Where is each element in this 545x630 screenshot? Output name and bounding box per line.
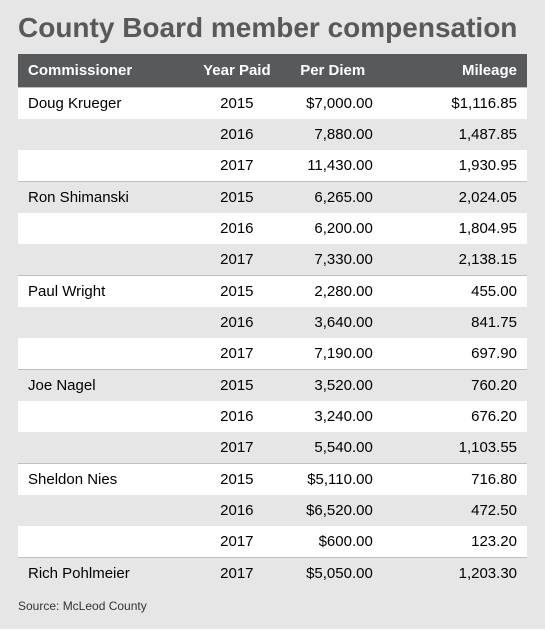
table-row: 201711,430.001,930.95	[18, 150, 527, 182]
cell-perdiem: $600.00	[283, 526, 405, 558]
cell-year: 2015	[191, 276, 283, 308]
cell-commissioner	[18, 119, 191, 150]
cell-mileage: 2,138.15	[405, 244, 527, 276]
cell-commissioner	[18, 401, 191, 432]
cell-commissioner: Sheldon Nies	[18, 464, 191, 496]
table-row: Sheldon Nies2015$5,110.00716.80	[18, 464, 527, 496]
col-header-mileage: Mileage	[405, 54, 527, 88]
cell-mileage: 716.80	[405, 464, 527, 496]
table-row: 20177,330.002,138.15	[18, 244, 527, 276]
cell-mileage: 1,930.95	[405, 150, 527, 182]
cell-mileage: 1,804.95	[405, 213, 527, 244]
cell-commissioner	[18, 150, 191, 182]
cell-mileage: 676.20	[405, 401, 527, 432]
cell-perdiem: 7,330.00	[283, 244, 405, 276]
table-row: 20163,240.00676.20	[18, 401, 527, 432]
cell-year: 2017	[191, 150, 283, 182]
table-row: Rich Pohlmeier2017$5,050.001,203.30	[18, 558, 527, 590]
cell-year: 2016	[191, 119, 283, 150]
cell-mileage: 697.90	[405, 338, 527, 370]
cell-commissioner	[18, 495, 191, 526]
cell-commissioner: Rich Pohlmeier	[18, 558, 191, 590]
cell-perdiem: 3,640.00	[283, 307, 405, 338]
table-wrap: Commissioner Year Paid Per Diem Mileage …	[0, 54, 545, 589]
table-row: 20163,640.00841.75	[18, 307, 527, 338]
table-row: 2016$6,520.00472.50	[18, 495, 527, 526]
cell-perdiem: 6,200.00	[283, 213, 405, 244]
cell-commissioner	[18, 338, 191, 370]
cell-year: 2017	[191, 338, 283, 370]
cell-mileage: 1,203.30	[405, 558, 527, 590]
cell-perdiem: $5,110.00	[283, 464, 405, 496]
col-header-commissioner: Commissioner	[18, 54, 191, 88]
cell-year: 2017	[191, 526, 283, 558]
cell-perdiem: 2,280.00	[283, 276, 405, 308]
compensation-table-container: County Board member compensation Commiss…	[0, 0, 545, 629]
cell-commissioner: Doug Krueger	[18, 88, 191, 120]
cell-mileage: $1,116.85	[405, 88, 527, 120]
cell-commissioner	[18, 307, 191, 338]
cell-perdiem: $7,000.00	[283, 88, 405, 120]
table-row: 20177,190.00697.90	[18, 338, 527, 370]
table-row: Doug Krueger2015$7,000.00$1,116.85	[18, 88, 527, 120]
cell-mileage: 760.20	[405, 370, 527, 402]
cell-perdiem: 5,540.00	[283, 432, 405, 464]
cell-commissioner: Paul Wright	[18, 276, 191, 308]
table-row: Ron Shimanski20156,265.002,024.05	[18, 182, 527, 214]
cell-perdiem: 6,265.00	[283, 182, 405, 214]
cell-year: 2016	[191, 213, 283, 244]
cell-commissioner: Joe Nagel	[18, 370, 191, 402]
cell-perdiem: 3,240.00	[283, 401, 405, 432]
cell-perdiem: $5,050.00	[283, 558, 405, 590]
cell-commissioner	[18, 213, 191, 244]
table-row: Joe Nagel20153,520.00760.20	[18, 370, 527, 402]
cell-mileage: 123.20	[405, 526, 527, 558]
cell-perdiem: 7,880.00	[283, 119, 405, 150]
cell-year: 2016	[191, 401, 283, 432]
cell-perdiem: 7,190.00	[283, 338, 405, 370]
cell-year: 2016	[191, 307, 283, 338]
cell-year: 2017	[191, 558, 283, 590]
table-row: 20166,200.001,804.95	[18, 213, 527, 244]
table-header-row: Commissioner Year Paid Per Diem Mileage	[18, 54, 527, 88]
cell-perdiem: $6,520.00	[283, 495, 405, 526]
cell-year: 2017	[191, 244, 283, 276]
page-title: County Board member compensation	[0, 0, 545, 54]
compensation-table: Commissioner Year Paid Per Diem Mileage …	[18, 54, 527, 589]
cell-commissioner: Ron Shimanski	[18, 182, 191, 214]
cell-mileage: 1,103.55	[405, 432, 527, 464]
cell-mileage: 455.00	[405, 276, 527, 308]
table-row: 20167,880.001,487.85	[18, 119, 527, 150]
cell-mileage: 2,024.05	[405, 182, 527, 214]
col-header-perdiem: Per Diem	[283, 54, 405, 88]
cell-mileage: 472.50	[405, 495, 527, 526]
cell-mileage: 1,487.85	[405, 119, 527, 150]
col-header-year: Year Paid	[191, 54, 283, 88]
cell-year: 2017	[191, 432, 283, 464]
cell-perdiem: 3,520.00	[283, 370, 405, 402]
source-line: Source: McLeod County	[0, 589, 545, 629]
table-row: 20175,540.001,103.55	[18, 432, 527, 464]
cell-year: 2016	[191, 495, 283, 526]
cell-commissioner	[18, 526, 191, 558]
cell-year: 2015	[191, 464, 283, 496]
cell-commissioner	[18, 432, 191, 464]
cell-mileage: 841.75	[405, 307, 527, 338]
cell-commissioner	[18, 244, 191, 276]
cell-year: 2015	[191, 88, 283, 120]
cell-year: 2015	[191, 370, 283, 402]
table-row: Paul Wright20152,280.00455.00	[18, 276, 527, 308]
table-row: 2017$600.00123.20	[18, 526, 527, 558]
cell-year: 2015	[191, 182, 283, 214]
cell-perdiem: 11,430.00	[283, 150, 405, 182]
table-body: Doug Krueger2015$7,000.00$1,116.8520167,…	[18, 88, 527, 590]
